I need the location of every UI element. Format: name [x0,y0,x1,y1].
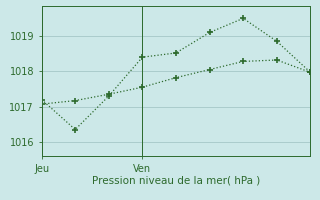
X-axis label: Pression niveau de la mer( hPa ): Pression niveau de la mer( hPa ) [92,175,260,185]
